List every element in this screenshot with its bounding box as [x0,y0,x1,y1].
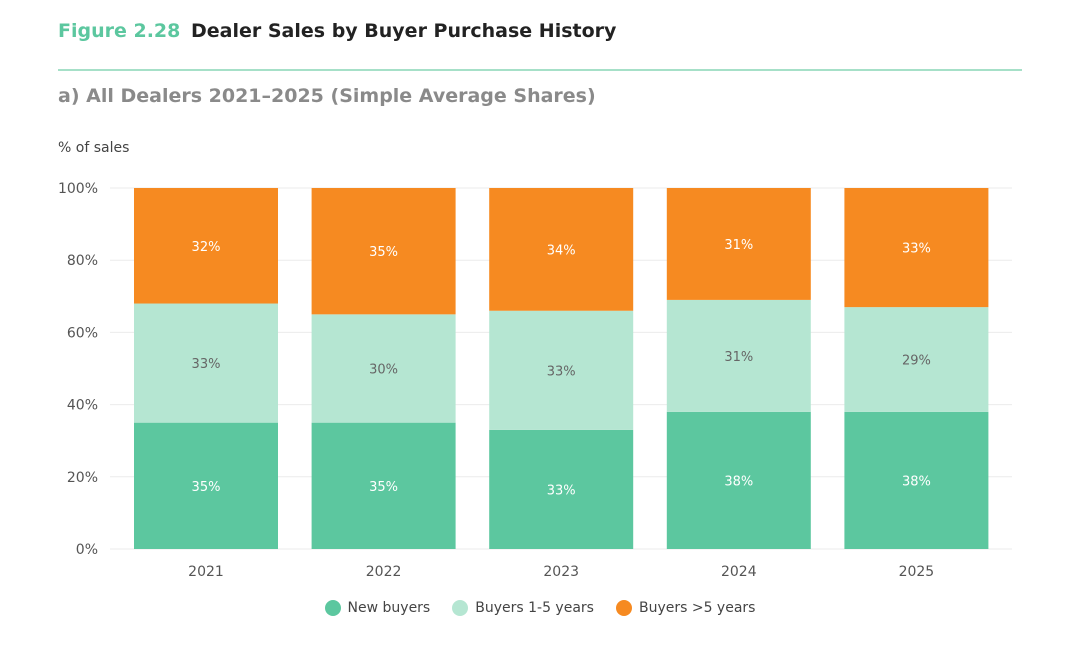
x-tick-label: 2021 [188,564,224,580]
data-label: 35% [369,245,398,260]
bar-segment [134,422,278,549]
data-label: 38% [902,474,931,489]
bar-segment [489,188,634,311]
x-tick-label: 2023 [543,564,579,580]
bar-segment [666,299,811,412]
data-label: 33% [547,364,576,379]
legend-swatch [452,600,469,616]
bar-segment [666,188,811,300]
legend-label: Buyers 1-5 years [475,600,594,616]
bar-segment [844,411,989,549]
y-tick-label: 60% [67,325,98,341]
chart-legend: New buyers Buyers 1-5 years Buyers >5 year… [0,600,1080,616]
bar-segment [844,188,989,308]
data-label: 38% [724,474,753,489]
data-label: 33% [547,483,576,498]
legend-swatch [324,600,341,616]
data-label: 29% [902,353,931,368]
data-label: 32% [192,240,221,255]
title-divider [58,69,1022,71]
bar-segment [311,314,456,423]
bar-segment [489,429,634,549]
legend-label: Buyers >5 years [638,600,756,616]
bar-segment [134,303,278,423]
y-axis-title: % of sales [58,140,129,156]
legend-label: New buyers [347,600,431,616]
x-tick-label: 2025 [899,564,935,580]
bar-segment [666,411,811,549]
legend-item: Buyers 1-5 years [452,600,594,616]
data-label: 33% [902,242,931,257]
figure-title: Figure 2.28 Dealer Sales by Buyer Purcha… [58,20,616,42]
y-tick-label: 100% [58,181,98,197]
y-tick-label: 40% [67,398,98,414]
y-tick-label: 80% [67,253,98,269]
data-label: 34% [547,243,576,258]
bar-segment [134,188,278,304]
bar-segment [844,307,989,412]
figure-title-text: Dealer Sales by Buyer Purchase History [191,20,617,42]
x-tick-label: 2022 [366,564,402,580]
x-tick-label: 2024 [721,564,757,580]
bar-segment [489,310,634,430]
data-label: 31% [724,350,753,365]
data-label: 33% [192,357,221,372]
y-tick-label: 0% [76,542,98,558]
legend-item: Buyers >5 years [615,600,756,616]
bar-segment [311,422,456,549]
data-label: 30% [369,363,398,378]
bar-segment [311,188,456,315]
data-label: 31% [724,238,753,253]
figure-label: Figure 2.28 [58,20,181,42]
data-label: 35% [369,480,398,495]
chart-subtitle: a) All Dealers 2021–2025 (Simple Average… [58,85,596,107]
y-tick-label: 20% [67,470,98,486]
data-label: 35% [192,480,221,495]
legend-item: New buyers [324,600,431,616]
legend-swatch [615,600,632,616]
